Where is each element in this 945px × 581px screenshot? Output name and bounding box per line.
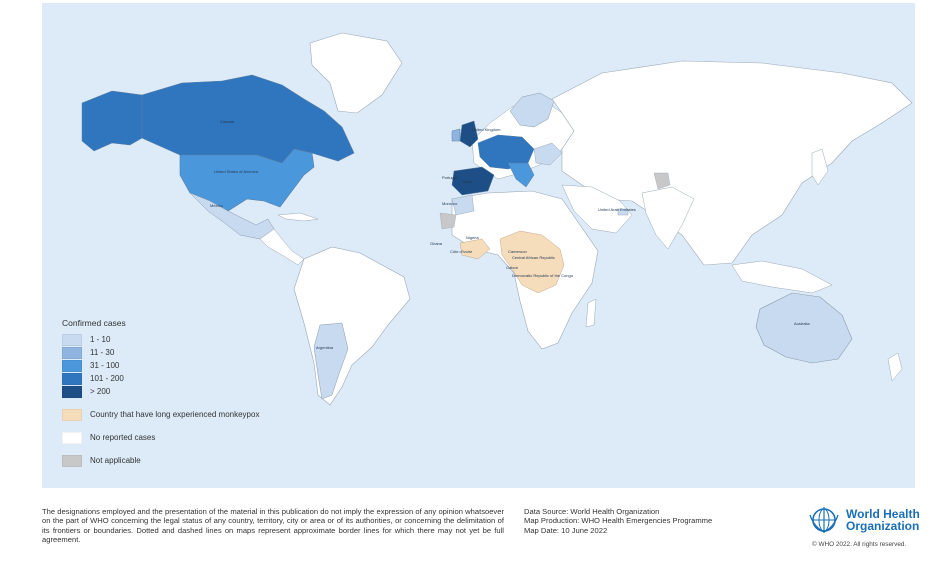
- legend-row: 1 - 10: [62, 333, 259, 346]
- argentina-shape: [313, 322, 349, 400]
- label-usa: United States of America: [214, 169, 259, 174]
- legend-swatch: [62, 385, 82, 398]
- southeast-asia-shape: [731, 260, 833, 294]
- madagascar-shape: [585, 298, 597, 328]
- uk-shape: [459, 120, 479, 148]
- legend-title: Confirmed cases: [62, 318, 126, 328]
- middle-east-shape: [561, 184, 633, 234]
- legend-label: Country that have long experienced monke…: [90, 410, 260, 419]
- caribbean-shape: [277, 212, 319, 222]
- data-source-block: Data Source: World Health Organization M…: [524, 507, 712, 535]
- legend-swatch: [62, 372, 82, 385]
- label-uk: United Kingdom: [472, 127, 501, 132]
- who-emblem-icon: [809, 507, 839, 533]
- legend-row: 101 - 200: [62, 372, 259, 385]
- label-argentina: Argentina: [316, 345, 334, 350]
- scandinavia-shape: [509, 92, 555, 128]
- legend-swatch: [62, 408, 82, 421]
- data-source-line: Data Source: World Health Organization: [524, 507, 660, 516]
- label-portugal: Portugal: [442, 175, 457, 180]
- disclaimer-text: The designations employed and the presen…: [42, 507, 504, 544]
- label-australia: Australia: [794, 321, 810, 326]
- western-sahara-shape: [439, 212, 457, 230]
- uae-shape: [617, 208, 629, 216]
- japan-shape: [811, 148, 829, 186]
- legend-swatch: [62, 346, 82, 359]
- central-europe-shape: [507, 162, 535, 188]
- endemic-west-africa: [459, 238, 491, 260]
- legend-row-endemic: Country that have long experienced monke…: [62, 408, 259, 421]
- label-spain: Spain: [462, 179, 473, 184]
- label-morocco: Morocco: [442, 201, 458, 206]
- legend-row: 31 - 100: [62, 359, 259, 372]
- legend-swatch: [62, 359, 82, 372]
- legend-label: Not applicable: [90, 456, 141, 465]
- label-gabon: Gabon: [506, 265, 519, 270]
- copyright-text: © WHO 2022. All rights reserved.: [812, 541, 907, 548]
- ireland-shape: [451, 128, 461, 142]
- who-logo: World Health Organization: [806, 505, 920, 535]
- iberia-shape: [451, 166, 495, 196]
- map-svg: [81, 32, 913, 406]
- label-cote: Côte d'Ivoire: [450, 249, 473, 254]
- legend-label: 1 - 10: [90, 335, 111, 344]
- label-ghana: Ghana: [430, 241, 443, 246]
- india-shape: [641, 186, 695, 250]
- who-name-line1: World Health: [846, 507, 920, 521]
- legend-swatch: [62, 431, 82, 444]
- label-canada: Canada: [220, 119, 235, 124]
- alaska-shape: [81, 90, 143, 152]
- eastern-europe-shape: [533, 142, 563, 166]
- map-production-line: Map Production: WHO Health Emergencies P…: [524, 516, 713, 526]
- legend-row: > 200: [62, 385, 259, 398]
- who-name-line2: Organization: [846, 519, 920, 533]
- central-america-shape: [259, 228, 305, 266]
- legend-row: 11 - 30: [62, 346, 259, 359]
- not-applicable-area: [653, 172, 671, 190]
- south-america-shape: [293, 246, 411, 406]
- label-drc: Democratic Republic of the Congo: [512, 273, 573, 278]
- new-zealand-shape: [887, 352, 903, 382]
- endemic-central-africa: [499, 230, 565, 294]
- mexico-shape: [189, 192, 275, 240]
- legend-swatch: [62, 333, 82, 346]
- legend-label: > 200: [90, 387, 111, 396]
- asia-shape: [551, 60, 913, 266]
- canada-shape: [141, 74, 355, 164]
- legend-label: No reported cases: [90, 433, 156, 442]
- legend-label: 101 - 200: [90, 374, 124, 383]
- label-mexico: Mexico: [210, 203, 223, 208]
- morocco-shape: [451, 194, 475, 216]
- label-uae: United Arab Emirates: [598, 207, 636, 212]
- label-car: Central African Republic: [512, 255, 555, 260]
- legend-row-na: Not applicable: [62, 454, 259, 467]
- legend-label: 11 - 30: [90, 348, 115, 357]
- label-nigeria: Nigeria: [466, 235, 479, 240]
- map-date-line: Map Date: 10 June 2022: [524, 525, 608, 535]
- legend-row-none: No reported cases: [62, 431, 259, 444]
- legend-swatch: [62, 454, 82, 467]
- who-wordmark: World Health Organization: [842, 508, 920, 532]
- label-cameroon: Cameroon: [508, 249, 527, 254]
- map-legend: Confirmed cases 1 - 10 11 - 30 31 - 100 …: [62, 318, 259, 467]
- greenland-shape: [309, 32, 403, 114]
- world-map: Canada United States of America Mexico A…: [42, 3, 915, 488]
- legend-label: 31 - 100: [90, 361, 120, 370]
- australia-shape: [755, 292, 853, 364]
